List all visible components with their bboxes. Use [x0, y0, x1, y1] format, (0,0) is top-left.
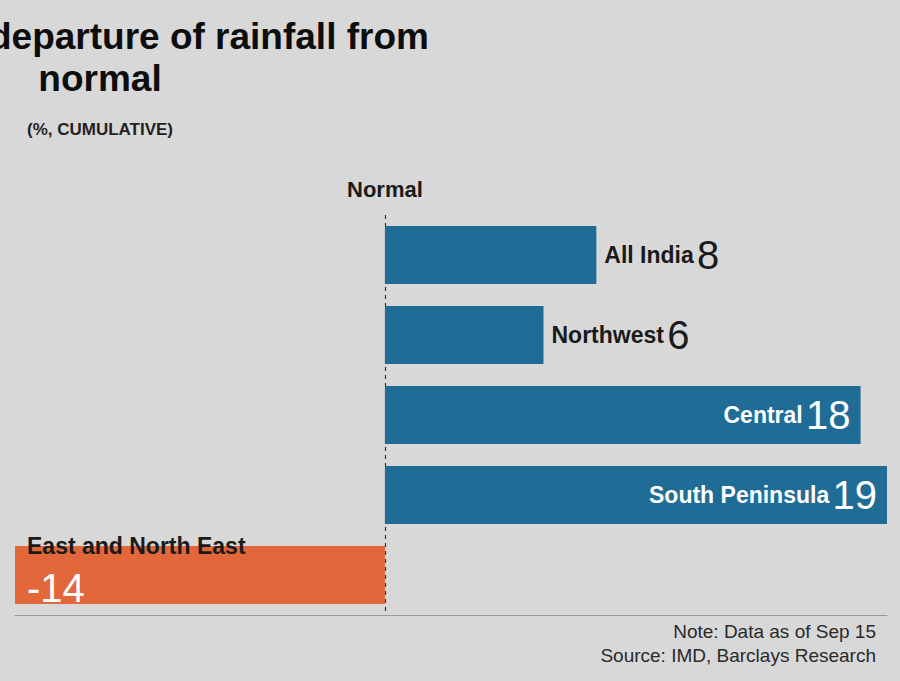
svg-text:6: 6: [667, 313, 689, 357]
svg-text:Source: IMD, Barclays Research: Source: IMD, Barclays Research: [600, 645, 876, 666]
svg-text:Note: Data as of Sep 15: Note: Data as of Sep 15: [673, 621, 876, 642]
svg-text:8: 8: [697, 233, 719, 277]
svg-text:All India: All India: [604, 242, 694, 268]
svg-text:East and North East: East and North East: [27, 533, 246, 559]
svg-text:Northwest: Northwest: [551, 322, 664, 348]
svg-text:19: 19: [833, 473, 878, 517]
svg-text:-14: -14: [27, 566, 85, 610]
svg-text:Normal: Normal: [347, 177, 423, 202]
svg-text:18: 18: [806, 393, 851, 437]
svg-text:normal: normal: [38, 58, 161, 99]
svg-text:(%, CUMULATIVE): (%, CUMULATIVE): [27, 120, 173, 139]
svg-text:Region-wise departure of rainf: Region-wise departure of rainfall from: [0, 16, 439, 57]
svg-text:South Peninsula: South Peninsula: [649, 482, 829, 508]
svg-text:Central: Central: [723, 402, 802, 428]
